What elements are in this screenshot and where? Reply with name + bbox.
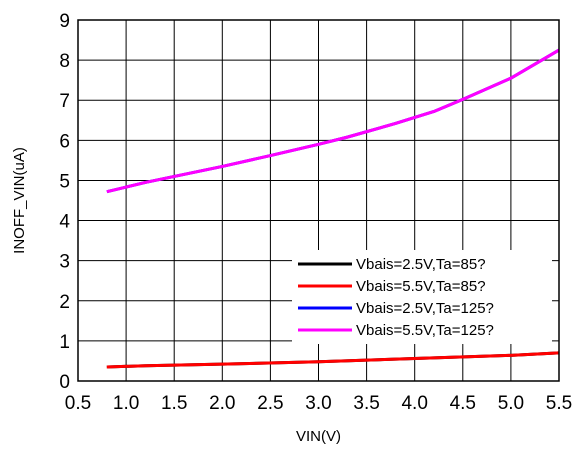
x-tick-label: 4.0 <box>401 393 427 414</box>
series-line-4 <box>106 48 560 194</box>
x-tick-label: 0.5 <box>65 393 91 414</box>
x-tick-label: 2.5 <box>257 393 283 414</box>
legend-background <box>292 250 552 344</box>
x-tick-label: 5.0 <box>498 393 524 414</box>
legend-label-4: Vbais=5.5V,Ta=125? <box>356 322 494 339</box>
legend: Vbais=2.5V,Ta=85? Vbais=5.5V,Ta=85? Vbais=… <box>292 250 552 344</box>
x-tick-label: 3.5 <box>353 393 379 414</box>
y-tick-label: 5 <box>59 171 70 192</box>
y-tick-label: 0 <box>59 372 70 393</box>
x-tick-label: 5.5 <box>546 393 572 414</box>
y-tick-label: 8 <box>59 51 70 72</box>
x-tick-label: 1.5 <box>161 393 187 414</box>
plot-frame <box>77 19 560 382</box>
x-tick-labels: 0.5 1.0 1.5 2.0 2.5 3.0 3.5 4.0 4.5 5.0 5.5 <box>65 393 572 414</box>
x-tick-label: 3.0 <box>305 393 331 414</box>
y-tick-label: 2 <box>59 292 70 313</box>
legend-label-2: Vbais=5.5V,Ta=85? <box>356 278 486 295</box>
y-tick-label: 4 <box>59 212 70 233</box>
y-tick-label: 9 <box>59 11 70 32</box>
y-tick-label: 6 <box>59 131 70 152</box>
y-tick-label: 3 <box>59 252 70 273</box>
series-line-2 <box>106 351 560 369</box>
x-tick-label: 4.5 <box>450 393 476 414</box>
legend-label-3: Vbais=2.5V,Ta=125? <box>356 300 494 317</box>
x-tick-label: 1.0 <box>113 393 139 414</box>
y-tick-label: 7 <box>59 91 70 112</box>
x-tick-label: 2.0 <box>209 393 235 414</box>
y-tick-labels: 0 1 2 3 4 5 6 7 8 9 <box>59 11 70 393</box>
legend-label-1: Vbais=2.5V,Ta=85? <box>356 256 486 273</box>
y-tick-label: 1 <box>59 332 70 353</box>
y-axis-label: INOFF_VIN(uA) <box>11 147 28 254</box>
x-axis-label: VIN(V) <box>296 428 341 445</box>
series-layer <box>106 48 560 369</box>
